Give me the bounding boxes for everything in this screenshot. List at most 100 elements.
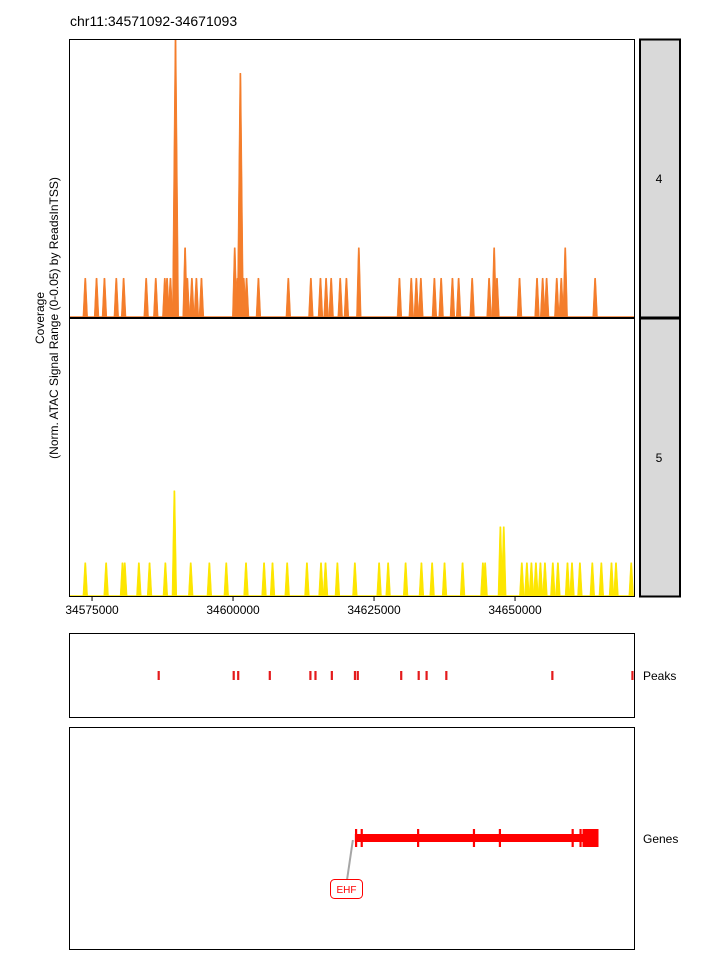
coverage-peak — [261, 562, 267, 597]
coverage-peak — [608, 562, 615, 597]
coverage-peak — [328, 277, 334, 318]
coverage-peak — [418, 277, 424, 318]
coverage-panel-5 — [69, 318, 635, 597]
gene-exon — [360, 829, 363, 847]
gene-exon — [579, 829, 582, 847]
coverage-peak — [113, 277, 119, 318]
coverage-peak — [352, 562, 358, 597]
coverage-peak — [103, 562, 109, 597]
coverage-peak — [318, 562, 324, 597]
coverage-peak — [334, 562, 341, 597]
peaks-track-label: Peaks — [643, 669, 677, 683]
coverage-peak — [592, 277, 598, 318]
coverage-peak — [236, 72, 244, 318]
chart-title: chr11:34571092-34671093 — [70, 13, 238, 29]
x-axis: 34575000 34600000 34625000 34650000 — [65, 597, 542, 617]
coverage-peak — [101, 277, 108, 318]
coverage-peak — [431, 277, 438, 318]
coverage-peak — [524, 562, 530, 597]
coverage-peak — [162, 562, 169, 597]
x-tick-label: 34600000 — [206, 603, 260, 617]
coverage-peak — [455, 277, 462, 318]
coverage-peak — [337, 277, 343, 318]
peak-region — [356, 671, 359, 680]
genes-track-label: Genes — [643, 832, 679, 846]
strip-4 — [639, 38, 681, 319]
gene-label-box — [330, 879, 363, 899]
coverage-peak — [459, 562, 466, 597]
gene-exon — [498, 829, 502, 847]
gene-exon — [571, 829, 574, 847]
coverage-peak — [385, 562, 391, 597]
coverage-panel-4 — [69, 39, 635, 318]
coverage-peak — [82, 562, 88, 597]
coverage-peak — [429, 562, 435, 597]
coverage-peak — [613, 562, 619, 597]
coverage-peak — [243, 562, 249, 597]
coverage-peak — [402, 562, 409, 597]
coverage-peak — [343, 277, 350, 318]
peak-region — [400, 671, 403, 680]
coverage-peak — [543, 277, 550, 318]
gene-exon — [417, 829, 420, 847]
coverage-peak — [323, 277, 329, 318]
coverage-peak — [172, 39, 179, 318]
gene-label-connector — [346, 839, 354, 881]
x-tick-label: 34650000 — [488, 603, 542, 617]
gene-body — [354, 834, 585, 842]
coverage-peak — [255, 277, 262, 318]
strip-label-5: 5 — [656, 451, 663, 465]
peak-region — [425, 671, 428, 680]
coverage-peak — [93, 277, 100, 318]
peak-region — [445, 671, 448, 680]
coverage-peak — [188, 562, 194, 597]
coverage-peak — [322, 562, 329, 597]
coverage-peak — [628, 562, 634, 597]
coverage-peak — [533, 562, 539, 597]
coverage-peak — [193, 277, 200, 318]
peak-region — [551, 671, 554, 680]
coverage-peak — [136, 562, 142, 597]
y-axis-label-line1: Coverage — [33, 292, 47, 344]
peak-region — [232, 671, 235, 680]
peak-region — [631, 671, 634, 680]
y-axis-label-line2: (Norm. ATAC Signal Range (0-0.05) by Rea… — [47, 177, 61, 459]
coverage-peak — [528, 562, 535, 597]
coverage-peak — [441, 562, 448, 597]
genes-panel — [69, 727, 635, 950]
coverage-peak — [438, 277, 444, 318]
coverage-peak — [243, 277, 250, 318]
coverage-peak — [269, 562, 276, 597]
coverage-peak — [569, 562, 575, 597]
peak-region — [268, 671, 271, 680]
coverage-peak — [376, 562, 382, 597]
coverage-peak — [284, 562, 290, 597]
peaks-panel — [69, 633, 635, 718]
gene-EHF: EHF — [330, 829, 599, 899]
coverage-peak — [469, 277, 475, 318]
coverage-peak — [564, 562, 571, 597]
peak-region — [309, 671, 312, 680]
coverage-peak — [589, 562, 595, 597]
peak-region — [330, 671, 333, 680]
peak-region — [314, 671, 317, 680]
coverage-peak — [418, 562, 425, 597]
coverage-peak — [317, 277, 324, 318]
coverage-peak — [577, 562, 583, 597]
peak-region — [353, 671, 357, 680]
coverage-peak — [555, 562, 561, 597]
coverage-peak — [189, 277, 195, 318]
gene-exon — [354, 829, 358, 847]
coverage-peak — [408, 277, 414, 318]
coverage-peak — [550, 562, 556, 597]
coverage-peak — [519, 562, 525, 597]
coverage-peak — [542, 562, 548, 597]
strip-label-4: 4 — [656, 172, 663, 186]
coverage-peak — [146, 562, 153, 597]
coverage-peak — [534, 277, 540, 318]
coverage-peak — [143, 277, 149, 318]
coverage-peak — [356, 247, 362, 318]
peak-region — [417, 671, 420, 680]
coverage-peak — [562, 247, 568, 318]
